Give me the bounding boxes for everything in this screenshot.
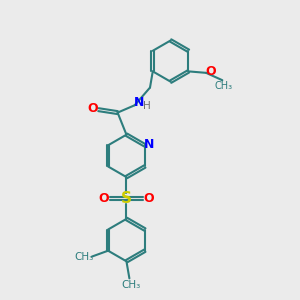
Text: O: O	[144, 192, 154, 205]
Text: H: H	[142, 101, 150, 111]
Text: N: N	[144, 138, 154, 151]
Text: N: N	[134, 96, 145, 109]
Text: CH₃: CH₃	[214, 80, 232, 91]
Text: S: S	[121, 191, 132, 206]
Text: O: O	[87, 102, 98, 115]
Text: CH₃: CH₃	[121, 280, 140, 290]
Text: O: O	[205, 65, 216, 78]
Text: CH₃: CH₃	[74, 252, 93, 262]
Text: O: O	[98, 192, 109, 205]
